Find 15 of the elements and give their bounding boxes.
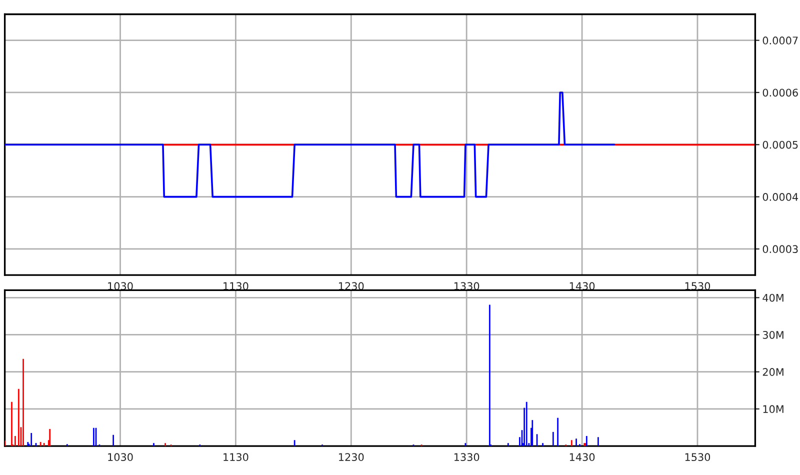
x-tick-label: 1230 (339, 453, 364, 462)
y-tick-label: 0.0004 (762, 193, 798, 201)
x-tick-label: 1330 (454, 453, 480, 462)
x-tick-label: 1530 (685, 453, 710, 462)
y-tick-label: 0.0006 (762, 88, 798, 97)
y-tick-label: 0.0003 (762, 245, 798, 254)
y-tick-label: 10M (763, 405, 784, 414)
x-tick-label: 1430 (570, 453, 595, 462)
y-tick-label: 0.0005 (762, 140, 798, 149)
x-tick-label: 1030 (108, 453, 133, 462)
y-tick-label: 40M (762, 294, 784, 302)
y-tick-label: 0.0007 (762, 36, 798, 44)
x-tick-label: 1130 (224, 453, 248, 462)
y-tick-label: 20M (762, 368, 784, 376)
y-tick-label: 30M (762, 330, 784, 339)
